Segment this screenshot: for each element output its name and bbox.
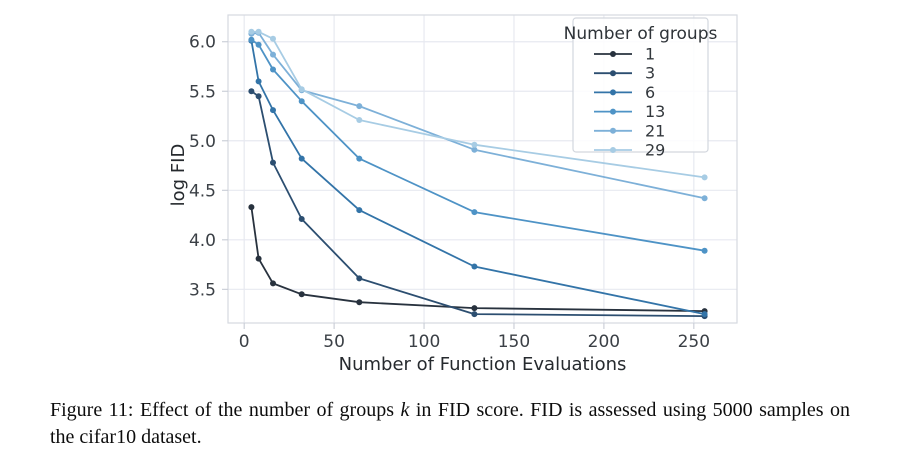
- data-point: [701, 174, 708, 181]
- legend-marker-dot: [610, 70, 616, 77]
- data-point: [356, 117, 363, 123]
- x-tick-label: 50: [323, 332, 345, 352]
- legend-marker-dot: [610, 89, 616, 96]
- y-tick-label: 5.0: [189, 132, 216, 152]
- legend-marker-dot: [610, 108, 616, 115]
- x-tick-label: 0: [239, 332, 250, 352]
- caption-text: in FID score. FID is assessed using 5000…: [50, 399, 851, 448]
- data-point: [270, 107, 276, 114]
- series-3: [248, 88, 708, 320]
- x-tick-label: 100: [408, 332, 440, 352]
- data-point: [471, 209, 478, 216]
- legend-item-label: 21: [645, 121, 665, 140]
- data-point: [298, 155, 305, 162]
- data-point: [356, 299, 363, 306]
- data-point: [356, 103, 363, 110]
- data-point: [356, 155, 363, 162]
- x-tick-label: 200: [588, 332, 620, 352]
- data-point: [270, 51, 276, 58]
- data-point: [471, 146, 478, 153]
- data-point: [255, 255, 262, 262]
- data-point: [248, 88, 255, 95]
- legend-item-13: 13: [594, 102, 665, 121]
- legend-item-label: 1: [645, 45, 655, 64]
- series-29: [248, 28, 708, 181]
- legend-item-6: 6: [594, 83, 655, 102]
- legend-item-label: 6: [645, 83, 655, 102]
- y-tick-label: 5.5: [189, 82, 216, 102]
- data-point: [255, 93, 262, 100]
- data-point: [298, 291, 305, 298]
- data-point: [298, 86, 305, 93]
- x-tick-label: 150: [498, 332, 530, 352]
- data-point: [298, 216, 305, 222]
- data-point: [471, 311, 478, 318]
- y-tick-label: 6.0: [189, 33, 216, 53]
- legend-item-label: 3: [645, 64, 655, 83]
- legend-item-21: 21: [594, 121, 665, 140]
- data-point: [356, 275, 363, 282]
- x-axis-label: Number of Function Evaluations: [339, 354, 627, 375]
- y-axis-label: log FID: [168, 144, 189, 207]
- data-point: [298, 98, 305, 105]
- x-tick-label: 250: [678, 332, 710, 352]
- data-point: [471, 263, 478, 270]
- data-point: [701, 311, 708, 318]
- series-1: [248, 204, 708, 315]
- series-line-1: [250, 206, 705, 312]
- y-tick-label: 4.5: [189, 181, 216, 201]
- y-tick-label: 3.5: [189, 280, 216, 300]
- caption-text: Figure 11: Effect of the number of group…: [50, 399, 401, 421]
- y-tick-label: 4.0: [189, 231, 216, 251]
- data-point: [356, 207, 363, 214]
- data-point: [701, 195, 708, 202]
- legend-item-3: 3: [594, 64, 655, 83]
- chart-area: 0 50 100 150 200 250 3.5 4.0 4.5 5.0 5.5 6.0 Number …: [168, 14, 738, 375]
- series-13: [248, 36, 708, 254]
- legend-marker-dot: [610, 51, 616, 57]
- data-point: [255, 41, 262, 48]
- data-point: [248, 204, 255, 211]
- data-point: [270, 66, 276, 73]
- plot-frame: [227, 14, 738, 324]
- legend-marker-dot: [610, 147, 616, 153]
- legend-item-29: 29: [594, 141, 665, 160]
- data-point: [701, 247, 708, 254]
- data-point: [255, 78, 262, 85]
- legend-item-label: 13: [645, 102, 665, 121]
- data-point: [270, 35, 276, 42]
- legend-marker-dot: [610, 127, 616, 134]
- legend-item-1: 1: [594, 45, 655, 64]
- legend-box: [572, 17, 709, 153]
- data-point: [270, 159, 276, 166]
- data-point: [248, 36, 255, 43]
- data-point: [255, 28, 262, 35]
- fid-line-chart: 0 50 100 150 200 250 3.5 4.0 4.5 5.0 5.5 6.0 Number …: [168, 14, 738, 375]
- data-point: [471, 141, 478, 148]
- legend-item-label: 29: [645, 141, 665, 160]
- legend-title: Number of groups: [564, 24, 718, 44]
- data-point: [270, 280, 276, 287]
- data-point: [471, 305, 478, 312]
- figure-caption: Figure 11: Effect of the number of group…: [50, 397, 850, 450]
- caption-math-k: k: [400, 399, 410, 421]
- data-point: [248, 28, 255, 35]
